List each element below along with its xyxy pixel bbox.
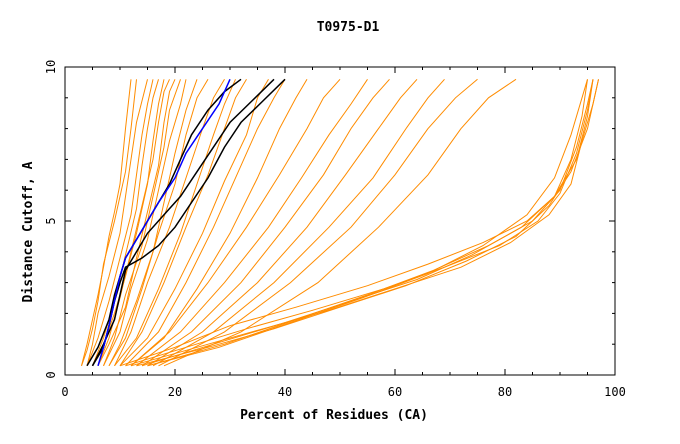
y-tick-label: 10 [44, 60, 58, 74]
series-line-13 [114, 79, 236, 367]
y-tick-label: 0 [44, 371, 58, 378]
x-axis-label: Percent of Residues (CA) [240, 408, 428, 423]
series-line-16 [125, 79, 286, 367]
x-tick-label: 80 [498, 385, 512, 399]
series-line-9 [103, 79, 187, 367]
series-line-30 [147, 79, 594, 367]
series-line-14 [119, 79, 247, 367]
series-layer [81, 78, 599, 367]
series-line-10 [108, 79, 198, 367]
series-line-22 [152, 78, 445, 367]
y-tick-label: 5 [44, 217, 58, 224]
series-line-18 [130, 78, 341, 367]
series-line-24 [163, 78, 517, 367]
series-line-21 [147, 78, 418, 367]
series-line-17 [130, 79, 308, 367]
series-line-15 [119, 79, 269, 367]
x-tick-label: 40 [278, 385, 292, 399]
series-line-29 [141, 79, 594, 367]
series-line-12 [114, 79, 225, 367]
series-line-8 [103, 79, 181, 366]
series-line-25 [119, 79, 588, 367]
series-line-7 [97, 79, 176, 367]
series-line-27 [130, 79, 599, 367]
series-line-35 [97, 78, 231, 367]
y-axis-label: Distance Cutoff, A [21, 161, 36, 302]
chart-title: T0975-D1 [317, 20, 380, 35]
series-line-19 [136, 79, 368, 367]
x-tick-label: 20 [168, 385, 182, 399]
series-line-34 [91, 78, 275, 367]
series-line-11 [108, 79, 209, 367]
x-tick-label: 0 [61, 385, 68, 399]
series-line-3 [86, 79, 154, 366]
x-tick-label: 100 [604, 385, 626, 399]
tick-layer: 0 20 40 60 80 100 0 5 10 [44, 60, 626, 399]
series-line-31 [147, 79, 588, 367]
series-line-1 [81, 79, 132, 366]
series-line-20 [141, 78, 390, 367]
x-tick-label: 60 [388, 385, 402, 399]
series-line-26 [125, 79, 594, 367]
series-line-2 [86, 79, 148, 366]
series-line-0 [81, 79, 137, 366]
